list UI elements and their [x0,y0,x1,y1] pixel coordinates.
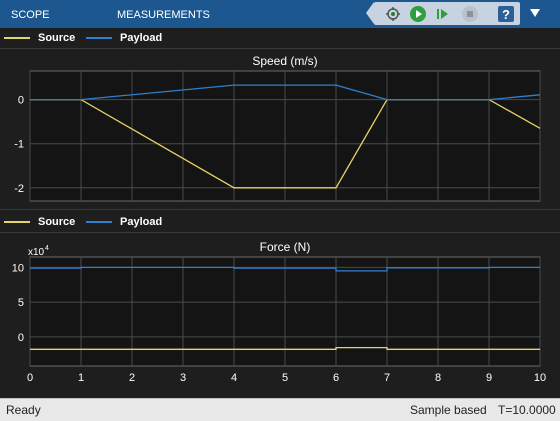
x-tick-label: 2 [129,372,135,384]
series-line-source [30,346,540,350]
sim-time: T=10.0000 [498,403,556,417]
legend-label: Payload [120,216,163,228]
y-tick-label: 0 [18,95,24,107]
legend-swatch-payload [86,37,112,39]
x-tick-label: 0 [27,372,33,384]
legend-label: Payload [120,32,163,44]
speed-plot[interactable]: Speed (m/s) 0 -1 -2 [0,49,560,209]
help-icon[interactable]: ? [497,5,515,23]
toolstrip: SCOPE MEASUREMENTS ? [0,0,560,28]
y-tick-label: -1 [14,139,24,151]
status-text: Ready [6,403,41,417]
x-tick-label: 8 [435,372,441,384]
x-tick-label: 3 [180,372,186,384]
legend-speed: Source Payload [0,28,560,49]
legend-force: Source Payload [0,212,560,233]
y-tick-label: -2 [14,183,24,195]
series-line-payload [30,84,541,101]
svg-text:?: ? [502,7,510,22]
legend-swatch-source [4,221,30,223]
tab-scope[interactable]: SCOPE [11,9,50,21]
legend-swatch-payload [86,221,112,223]
y-exponent-label: x10 [28,247,45,258]
x-tick-label: 4 [231,372,237,384]
undock-icon[interactable] [526,5,544,23]
series-line-payload [30,266,540,272]
x-tick-label: 6 [333,372,339,384]
step-forward-icon[interactable] [434,5,452,23]
y-exponent-power: 4 [45,245,49,252]
status-bar: Ready Sample based T=10.0000 [0,398,560,421]
legend-swatch-source [4,37,30,39]
legend-label: Source [38,216,76,228]
sample-mode: Sample based [410,403,487,417]
y-tick-label: 10 [12,262,24,274]
x-tick-label: 5 [282,372,288,384]
x-tick-label: 1 [78,372,84,384]
highlight-simulink-icon[interactable] [384,5,402,23]
chart-title: Force (N) [260,240,311,254]
y-tick-label: 5 [18,297,24,309]
x-tick-label: 7 [384,372,390,384]
run-icon[interactable] [409,5,427,23]
x-tick-label: 9 [486,372,492,384]
stop-icon[interactable] [461,5,479,23]
divider [0,209,560,210]
legend-label: Source [38,32,76,44]
x-tick-label: 10 [534,372,546,384]
tab-measurements[interactable]: MEASUREMENTS [117,9,210,21]
chart-title: Speed (m/s) [252,54,317,68]
y-tick-label: 0 [18,332,24,344]
